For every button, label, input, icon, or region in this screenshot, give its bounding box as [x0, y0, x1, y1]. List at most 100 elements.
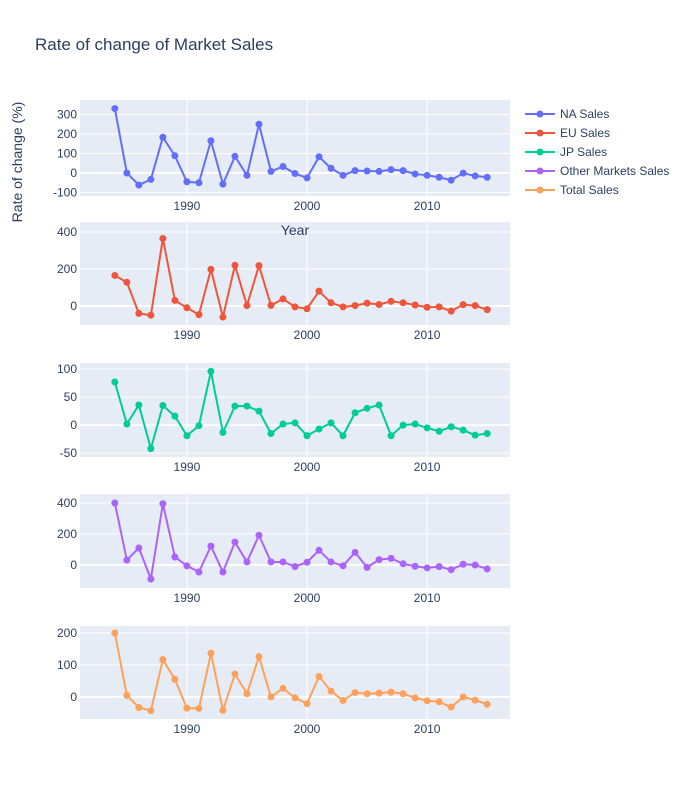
data-point: [279, 420, 287, 428]
chart-title: Rate of change of Market Sales: [35, 35, 273, 54]
legend-marker: [536, 148, 544, 156]
data-point: [327, 558, 335, 566]
data-point: [387, 554, 395, 562]
data-point: [291, 303, 299, 311]
x-tick-label: 2000: [294, 460, 321, 474]
data-point: [111, 105, 119, 113]
data-point: [243, 171, 251, 179]
data-point: [351, 302, 359, 310]
data-point: [255, 262, 263, 270]
data-point: [447, 703, 455, 711]
data-point: [447, 423, 455, 431]
data-point: [255, 407, 263, 415]
data-point: [219, 428, 227, 436]
data-point: [147, 311, 155, 319]
data-point: [243, 690, 251, 698]
y-tick-label: 0: [70, 166, 77, 180]
data-point: [267, 693, 275, 701]
subplot-1: 1990 2000 2010 -100 0 100 200 300: [53, 100, 510, 213]
data-point: [459, 426, 467, 434]
data-point: [291, 419, 299, 427]
data-point: [435, 303, 443, 311]
y-tick-label: 0: [70, 558, 77, 572]
data-point: [147, 707, 155, 715]
subplot-3: 1990 2000 2010 -50 0 50 100: [57, 362, 510, 474]
data-point: [435, 698, 443, 706]
data-point: [267, 167, 275, 175]
data-point: [171, 412, 179, 420]
data-point: [267, 430, 275, 437]
data-point: [159, 234, 167, 242]
y-tick-label: 100: [57, 146, 77, 160]
data-point: [219, 706, 227, 714]
legend-marker: [536, 167, 544, 175]
data-point: [423, 303, 431, 311]
legend-item[interactable]: Other Markets Sales: [525, 164, 669, 178]
data-point: [459, 560, 467, 568]
legend-item[interactable]: EU Sales: [525, 126, 610, 140]
subplot-5: 1990 2000 2010 0 100 200: [57, 626, 510, 736]
data-point: [459, 169, 467, 177]
data-point: [123, 278, 131, 286]
data-point: [279, 163, 287, 171]
legend-label: EU Sales: [560, 126, 610, 140]
data-point: [363, 167, 371, 175]
data-point: [327, 419, 335, 427]
legend-item[interactable]: Total Sales: [525, 183, 619, 197]
data-point: [135, 309, 143, 317]
y-tick-label: 0: [70, 299, 77, 313]
data-point: [387, 688, 395, 696]
y-tick-label: 300: [57, 107, 77, 121]
data-point: [363, 299, 371, 307]
data-point: [147, 175, 155, 183]
data-point: [231, 402, 239, 410]
data-point: [483, 430, 491, 437]
data-point: [315, 153, 323, 161]
data-point: [375, 401, 383, 409]
data-point: [471, 561, 479, 569]
data-point: [435, 563, 443, 571]
y-tick-label: 50: [64, 390, 78, 404]
data-point: [351, 688, 359, 696]
data-point: [327, 164, 335, 172]
y-tick-label: 200: [57, 262, 77, 276]
x-tick-label: 2010: [414, 199, 441, 213]
x-tick-label: 1990: [174, 460, 201, 474]
data-point: [423, 424, 431, 432]
data-point: [195, 704, 203, 712]
data-point: [231, 261, 239, 269]
data-point: [207, 649, 215, 657]
data-point: [423, 697, 431, 705]
legend-item[interactable]: JP Sales: [525, 145, 607, 159]
data-point: [387, 297, 395, 305]
data-point: [195, 568, 203, 576]
legend: NA Sales EU Sales JP Sales Other Markets Sa…: [525, 107, 669, 197]
data-point: [399, 299, 407, 307]
y-tick-label: 0: [70, 418, 77, 432]
data-point: [195, 311, 203, 319]
data-point: [303, 174, 311, 182]
data-point: [411, 301, 419, 309]
legend-item[interactable]: NA Sales: [525, 107, 609, 121]
data-point: [267, 301, 275, 309]
data-point: [159, 402, 167, 410]
x-tick-label: 2010: [414, 722, 441, 736]
data-point: [483, 565, 491, 573]
data-point: [207, 542, 215, 550]
data-point: [423, 171, 431, 179]
y-tick-label: 100: [57, 362, 77, 376]
data-point: [327, 687, 335, 695]
data-point: [387, 166, 395, 174]
x-tick-label: 2000: [294, 328, 321, 342]
x-tick-label: 1990: [174, 591, 201, 605]
legend-label: NA Sales: [560, 107, 609, 121]
data-point: [243, 558, 251, 566]
data-point: [183, 562, 191, 570]
data-point: [423, 564, 431, 572]
data-point: [183, 432, 191, 440]
data-point: [303, 432, 311, 440]
data-point: [219, 180, 227, 188]
x-tick-label: 2010: [414, 328, 441, 342]
